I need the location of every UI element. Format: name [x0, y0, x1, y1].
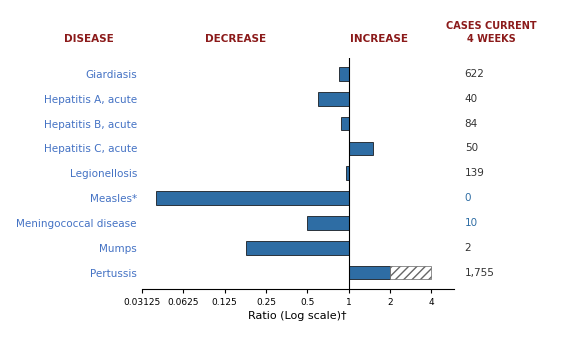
Bar — [318, 92, 349, 105]
Text: 1,755: 1,755 — [465, 268, 494, 278]
Bar — [349, 266, 390, 279]
X-axis label: Ratio (Log scale)†: Ratio (Log scale)† — [248, 311, 347, 321]
Bar — [156, 191, 349, 205]
Bar — [349, 142, 373, 155]
Text: 40: 40 — [465, 94, 478, 104]
Text: 2: 2 — [465, 243, 471, 253]
Bar — [246, 241, 349, 255]
Text: 10: 10 — [465, 218, 478, 228]
Bar — [307, 216, 349, 230]
Text: 622: 622 — [465, 69, 485, 79]
Text: DECREASE: DECREASE — [205, 34, 266, 44]
Text: 0: 0 — [465, 193, 471, 203]
Text: CASES CURRENT
4 WEEKS: CASES CURRENT 4 WEEKS — [446, 22, 536, 44]
Text: DISEASE: DISEASE — [64, 34, 113, 44]
Text: 84: 84 — [465, 119, 478, 129]
Text: 50: 50 — [465, 143, 478, 153]
Text: INCREASE: INCREASE — [350, 34, 408, 44]
Bar — [346, 166, 349, 180]
Bar — [341, 117, 349, 130]
Bar — [339, 67, 349, 81]
Bar — [390, 266, 431, 279]
Text: 139: 139 — [465, 168, 485, 178]
